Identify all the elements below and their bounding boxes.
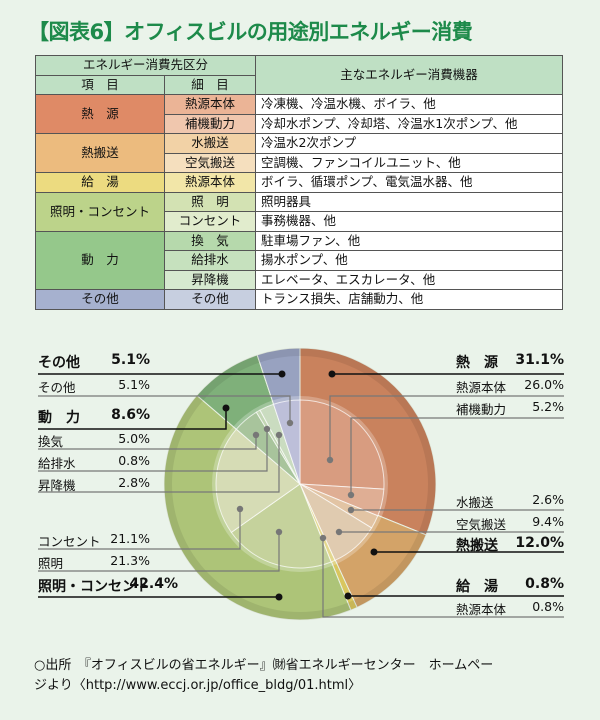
source-line-1: ○出所 『オフィスビルの省エネルギー』㈶省エネルギーセンター ホームペー <box>34 658 494 673</box>
label-doryoku-main: 動 力 8.6% <box>38 407 150 426</box>
table-row: 照明・コンセント 照 明 照明器具 <box>35 191 563 232</box>
label-shomei-main: 照明・コンセント 42.4% <box>38 576 178 595</box>
label-mizuhanso: 水搬送 2.6% <box>456 492 564 510</box>
header-group: エネルギー消費先区分 <box>35 55 256 76</box>
figure-title: 【図表6】オフィスビルの用途別エネルギー消費 <box>28 20 473 44</box>
equipment-cell: 冷却水ポンプ、冷却塔、冷温水1次ポンプ、他 <box>255 113 563 134</box>
equipment-cell: トランス損失、店舗動力、他 <box>255 289 563 310</box>
detail-cell: 空気搬送 <box>164 152 256 173</box>
equipment-cell: 事務機器、他 <box>255 211 563 232</box>
detail-cell: コンセント <box>164 211 256 232</box>
label-netsugen-honntai: 熱源本体 26.0% <box>456 377 564 395</box>
detail-cell: 補機動力 <box>164 113 256 134</box>
equipment-cell: ボイラ、循環ポンプ、電気温水器、他 <box>255 172 563 193</box>
category-table: エネルギー消費先区分 主なエネルギー消費機器 項 目 細 目 熱 源 熱源本体 … <box>35 55 563 310</box>
equipment-cell: エレベータ、エスカレータ、他 <box>255 269 563 290</box>
source-note: ○出所 『オフィスビルの省エネルギー』㈶省エネルギーセンター ホームペー ジより… <box>34 656 493 696</box>
detail-cell: 水搬送 <box>164 133 256 154</box>
table-row: 昇降機 エレベータ、エスカレータ、他 <box>36 269 563 290</box>
detail-cell: その他 <box>164 289 256 310</box>
label-consent: コンセント 21.1% <box>38 531 150 549</box>
table-row: 補機動力 冷却水ポンプ、冷却塔、冷温水1次ポンプ、他 <box>36 113 563 134</box>
equipment-cell: 照明器具 <box>255 191 563 212</box>
label-kyuto-sub: 熱源本体 0.8% <box>456 599 564 617</box>
inner-pie <box>212 396 388 572</box>
table-row: その他 その他 トランス損失、店舗動力、他 <box>35 289 563 310</box>
item-cell: 照明・コンセント <box>35 191 165 232</box>
source-line-2: ジより〈http://www.eccj.or.jp/office_bldg/01… <box>34 678 362 693</box>
table-row: コンセント 事務機器、他 <box>36 211 563 232</box>
label-kanki: 換気 5.0% <box>38 431 150 449</box>
label-shomei: 照明 21.3% <box>38 553 150 571</box>
detail-cell: 給排水 <box>164 250 256 271</box>
detail-cell: 熱源本体 <box>164 172 256 193</box>
header-detail: 細 目 <box>164 74 256 95</box>
item-cell: その他 <box>35 289 165 310</box>
detail-cell: 照 明 <box>164 191 256 212</box>
table-row: 動 力 換 気 駐車場ファン、他 <box>35 230 563 290</box>
label-netsugen-main: 熱 源 31.1% <box>456 352 564 371</box>
table-row: 熱搬送 水搬送 冷温水2次ポンプ <box>35 133 563 173</box>
table-row: 空気搬送 空調機、ファンコイルユニット、他 <box>36 152 563 173</box>
detail-cell: 昇降機 <box>164 269 256 290</box>
header-item: 項 目 <box>35 74 165 95</box>
label-kukihanso: 空気搬送 9.4% <box>456 514 564 532</box>
pie-slice <box>272 399 301 485</box>
label-shokoki: 昇降機 2.8% <box>38 475 150 493</box>
pie-slice <box>215 428 301 534</box>
table-row: 熱 源 熱源本体 冷凍機、冷温水機、ボイラ、他 <box>35 94 563 134</box>
equipment-cell: 揚水ポンプ、他 <box>255 250 563 271</box>
detail-cell: 換 気 <box>164 230 256 251</box>
item-cell: 動 力 <box>35 230 165 290</box>
label-kyuhaisui: 給排水 0.8% <box>38 453 150 471</box>
item-cell: 給 湯 <box>35 172 165 193</box>
item-cell: 熱搬送 <box>35 133 165 173</box>
label-netsuhanso-main: 熱搬送 12.0% <box>456 535 564 554</box>
equipment-cell: 空調機、ファンコイルユニット、他 <box>255 152 563 173</box>
table-row: 給 湯 熱源本体 ボイラ、循環ポンプ、電気温水器、他 <box>35 172 563 193</box>
equipment-cell: 冷温水2次ポンプ <box>255 133 563 154</box>
pie-slice <box>299 399 385 490</box>
equipment-cell: 駐車場ファン、他 <box>255 230 563 251</box>
label-kyuto-main: 給 湯 0.8% <box>456 576 564 595</box>
header-equipment: 主なエネルギー消費機器 <box>255 55 563 95</box>
detail-cell: 熱源本体 <box>164 94 256 115</box>
nested-pie-chart <box>38 347 564 621</box>
label-hokidoryoku: 補機動力 5.2% <box>456 399 564 417</box>
label-sonota-main: その他 5.1% <box>38 352 150 371</box>
leader-lines <box>38 370 564 618</box>
item-cell: 熱 源 <box>35 94 165 134</box>
equipment-cell: 冷凍機、冷温水機、ボイラ、他 <box>255 94 563 115</box>
label-sonota-sub: その他 5.1% <box>38 377 150 395</box>
